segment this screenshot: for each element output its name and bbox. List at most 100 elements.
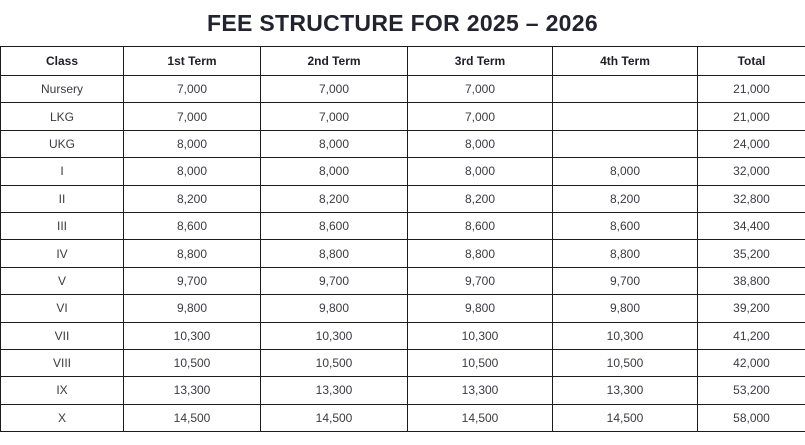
fee-cell: 9,700 xyxy=(552,266,698,296)
fee-cell: 24,000 xyxy=(697,129,805,159)
column-header-1st-term: 1st Term xyxy=(123,46,261,76)
fee-cell: 8,000 xyxy=(552,157,698,186)
table-row: VI 9,800 9,800 9,800 9,800 39,200 xyxy=(0,294,805,323)
fee-cell: 8,200 xyxy=(260,184,408,213)
class-cell: X xyxy=(0,403,124,433)
fee-cell: 42,000 xyxy=(697,348,805,378)
fee-cell: 8,000 xyxy=(260,129,408,159)
class-cell: IX xyxy=(0,376,124,405)
fee-cell: 13,300 xyxy=(552,376,698,405)
fee-cell: 8,800 xyxy=(260,239,408,268)
class-cell: IV xyxy=(0,239,124,268)
fee-cell: 9,800 xyxy=(260,294,408,323)
fee-cell: 10,300 xyxy=(552,321,698,350)
class-cell: Nursery xyxy=(0,74,124,104)
class-cell: VI xyxy=(0,294,124,323)
fee-cell: 8,000 xyxy=(123,129,261,159)
fee-cell: 41,200 xyxy=(697,321,805,350)
fee-cell: 10,300 xyxy=(123,321,261,350)
class-cell: II xyxy=(0,184,124,213)
fee-cell: 10,300 xyxy=(407,321,553,350)
fee-cell: 13,300 xyxy=(260,376,408,405)
table-row: VIII 10,500 10,500 10,500 10,500 42,000 xyxy=(0,348,805,378)
class-cell: LKG xyxy=(0,102,124,131)
fee-cell: 7,000 xyxy=(407,74,553,104)
fee-cell: 8,800 xyxy=(123,239,261,268)
fee-cell xyxy=(552,102,698,131)
column-header-4th-term: 4th Term xyxy=(552,46,698,76)
fee-cell: 14,500 xyxy=(552,403,698,433)
fee-cell: 32,800 xyxy=(697,184,805,213)
fee-cell: 9,700 xyxy=(260,266,408,296)
column-header-class: Class xyxy=(0,46,124,76)
fee-cell: 8,600 xyxy=(260,211,408,241)
fee-cell: 9,700 xyxy=(407,266,553,296)
fee-table-body: Nursery 7,000 7,000 7,000 21,000 LKG 7,000 7,00… xyxy=(0,74,805,433)
fee-cell: 21,000 xyxy=(697,102,805,131)
fee-cell: 39,200 xyxy=(697,294,805,323)
fee-cell: 10,500 xyxy=(123,348,261,378)
fee-cell: 32,000 xyxy=(697,157,805,186)
fee-cell: 34,400 xyxy=(697,211,805,241)
header-row: Class 1st Term 2nd Term 3rd Term 4th Ter… xyxy=(0,46,805,76)
fee-cell: 8,800 xyxy=(407,239,553,268)
class-cell: III xyxy=(0,211,124,241)
table-row: III 8,600 8,600 8,600 8,600 34,400 xyxy=(0,211,805,241)
fee-cell: 7,000 xyxy=(407,102,553,131)
fee-cell: 8,800 xyxy=(552,239,698,268)
fee-cell xyxy=(552,129,698,159)
fee-cell: 8,600 xyxy=(407,211,553,241)
table-row: LKG 7,000 7,000 7,000 21,000 xyxy=(0,102,805,131)
table-row: X 14,500 14,500 14,500 14,500 58,000 xyxy=(0,403,805,433)
fee-cell: 8,600 xyxy=(552,211,698,241)
fee-cell: 10,500 xyxy=(552,348,698,378)
column-header-2nd-term: 2nd Term xyxy=(260,46,408,76)
class-cell: UKG xyxy=(0,129,124,159)
table-row: I 8,000 8,000 8,000 8,000 32,000 xyxy=(0,157,805,186)
fee-cell: 8,000 xyxy=(407,129,553,159)
fee-structure-table: Class 1st Term 2nd Term 3rd Term 4th Ter… xyxy=(0,46,805,433)
fee-cell: 7,000 xyxy=(260,102,408,131)
title-bar: FEE STRUCTURE FOR 2025 – 2026 xyxy=(0,0,805,46)
column-header-total: Total xyxy=(697,46,805,76)
fee-cell: 8,200 xyxy=(552,184,698,213)
table-row: II 8,200 8,200 8,200 8,200 32,800 xyxy=(0,184,805,213)
fee-cell: 9,800 xyxy=(407,294,553,323)
table-row: V 9,700 9,700 9,700 9,700 38,800 xyxy=(0,266,805,296)
fee-cell: 14,500 xyxy=(260,403,408,433)
fee-cell: 14,500 xyxy=(123,403,261,433)
fee-cell xyxy=(552,74,698,104)
table-row: Nursery 7,000 7,000 7,000 21,000 xyxy=(0,74,805,104)
fee-cell: 21,000 xyxy=(697,74,805,104)
fee-cell: 8,200 xyxy=(123,184,261,213)
fee-cell: 10,300 xyxy=(260,321,408,350)
table-row: VII 10,300 10,300 10,300 10,300 41,200 xyxy=(0,321,805,350)
fee-cell: 53,200 xyxy=(697,376,805,405)
class-cell: VIII xyxy=(0,348,124,378)
fee-cell: 58,000 xyxy=(697,403,805,433)
class-cell: V xyxy=(0,266,124,296)
column-header-3rd-term: 3rd Term xyxy=(407,46,553,76)
fee-cell: 8,000 xyxy=(123,157,261,186)
fee-cell: 9,700 xyxy=(123,266,261,296)
fee-cell: 13,300 xyxy=(123,376,261,405)
fee-cell: 9,800 xyxy=(123,294,261,323)
fee-cell: 35,200 xyxy=(697,239,805,268)
fee-cell: 9,800 xyxy=(552,294,698,323)
fee-cell: 7,000 xyxy=(123,74,261,104)
table-row: IV 8,800 8,800 8,800 8,800 35,200 xyxy=(0,239,805,268)
page-title: FEE STRUCTURE FOR 2025 – 2026 xyxy=(207,9,598,36)
fee-cell: 13,300 xyxy=(407,376,553,405)
fee-cell: 10,500 xyxy=(407,348,553,378)
fee-cell: 7,000 xyxy=(260,74,408,104)
fee-cell: 8,600 xyxy=(123,211,261,241)
fee-cell: 8,200 xyxy=(407,184,553,213)
table-row: UKG 8,000 8,000 8,000 24,000 xyxy=(0,129,805,159)
fee-cell: 8,000 xyxy=(260,157,408,186)
fee-cell: 8,000 xyxy=(407,157,553,186)
class-cell: I xyxy=(0,157,124,186)
fee-cell: 14,500 xyxy=(407,403,553,433)
fee-cell: 10,500 xyxy=(260,348,408,378)
fee-cell: 7,000 xyxy=(123,102,261,131)
